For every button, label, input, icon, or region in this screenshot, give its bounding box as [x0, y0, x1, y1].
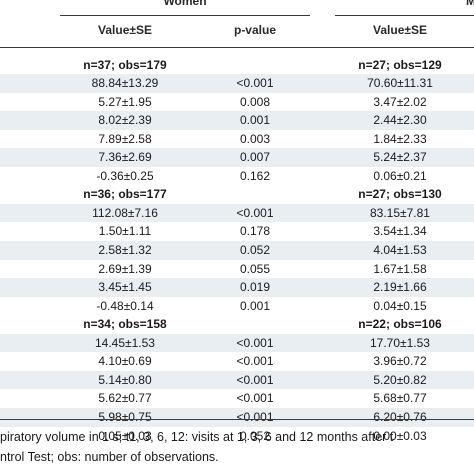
table-row [0, 111, 474, 130]
men-header: Men [466, 0, 474, 8]
footnote-line-1: piratory volume in 1 s; t1, 3, 6, 12: vi… [0, 430, 394, 444]
men-value-cell: 5.24±2.37 [373, 150, 427, 165]
women-value-cell: 2.58±1.32 [98, 243, 152, 257]
table-row [0, 278, 474, 297]
women-value-cell: -0.48±0.14 [96, 298, 154, 313]
women-header-rule [60, 15, 310, 16]
women-value-cell: 7.36±2.69 [98, 150, 152, 165]
p-value-cell: <0.001 [236, 391, 274, 406]
group-women-n: n=34; obs=158 [83, 317, 167, 332]
men-value-cell: 1.84±2.33 [373, 131, 427, 146]
men-value-cell: 2.19±1.66 [373, 280, 427, 295]
footnote-line-2: ntrol Test; obs: number of observations. [0, 450, 219, 464]
men-value-cell: 3.54±1.34 [373, 224, 427, 239]
women-value-cell: 8.02±2.39 [98, 113, 152, 128]
table-row [0, 148, 474, 167]
men-value-cell: 6.20±0.76 [373, 409, 427, 424]
table-row [0, 74, 474, 93]
p-value-cell: 0.019 [239, 280, 271, 295]
women-value-cell: 7.89±2.58 [98, 131, 152, 146]
women-value-cell: 14.45±1.53 [95, 335, 155, 350]
table-row [0, 370, 474, 390]
group-men-n: n=22; obs=106 [358, 317, 442, 332]
women-value-cell: 5.14±0.80 [98, 372, 152, 387]
men-value-cell: 0.00±0.03 [373, 428, 427, 443]
men-value-cell: 0.06±0.21 [373, 168, 427, 183]
women-value-cell: 3.45±1.45 [98, 280, 152, 295]
p-value-cell: 0.055 [239, 261, 271, 276]
women-value-se-header: Value±SE [98, 23, 152, 37]
p-value-cell: 0.001 [239, 113, 271, 128]
women-value-cell: 5.98±0.75 [98, 409, 152, 424]
p-value-cell: <0.001 [236, 372, 274, 387]
men-value-cell: 3.47±2.02 [373, 94, 427, 109]
men-value-cell: 5.20±0.82 [373, 372, 427, 387]
women-value-cell: 112.08±7.16 [92, 205, 158, 220]
men-value-cell: 83.15±7.81 [370, 205, 430, 220]
women-value-cell: 5.62±0.77 [98, 391, 152, 406]
men-header-rule [335, 15, 474, 16]
p-value-cell: 0.052 [239, 428, 271, 443]
men-value-cell: 2.44±2.30 [373, 113, 427, 128]
p-value-cell: <0.001 [236, 76, 274, 91]
men-value-cell: 0.04±0.15 [373, 298, 427, 313]
group-men-n: n=27; obs=130 [358, 187, 442, 202]
p-value-cell: 0.052 [239, 243, 271, 257]
men-value-cell: 3.96±0.72 [373, 354, 427, 369]
p-value-cell: 0.001 [239, 298, 271, 313]
women-value-cell: 2.69±1.39 [98, 261, 152, 276]
women-value-cell: 5.27±1.95 [98, 94, 152, 109]
table-bottom-rule [0, 419, 474, 420]
p-value-cell: <0.001 [236, 205, 274, 220]
women-value-cell: -0.36±0.25 [96, 168, 154, 183]
women-value-cell: 88.84±13.29 [91, 76, 159, 91]
group-women-n: n=37; obs=179 [83, 57, 167, 72]
p-value-cell: 0.008 [239, 94, 271, 109]
p-value-cell: <0.001 [236, 354, 274, 369]
women-header: Women [163, 0, 207, 8]
p-value-cell: 0.162 [239, 168, 271, 183]
women-value-cell: 1.50±1.11 [98, 224, 152, 239]
table-row [0, 407, 474, 427]
men-value-cell: 17.70±1.53 [370, 335, 430, 350]
group-women-n: n=36; obs=177 [83, 187, 167, 202]
table-row [0, 241, 474, 260]
men-value-cell: 4.04±1.53 [373, 243, 427, 257]
p-value-cell: 0.178 [239, 224, 271, 239]
p-value-cell: 0.007 [239, 150, 271, 165]
women-value-cell: 0.05±0.03 [98, 428, 152, 443]
p-value-header: p-value [233, 23, 276, 37]
group-men-n: n=27; obs=129 [358, 57, 442, 72]
men-value-cell: 70.60±11.31 [367, 76, 433, 91]
men-value-cell: 1.67±1.58 [373, 261, 427, 276]
p-value-cell: 0.003 [239, 131, 271, 146]
p-value-cell: <0.001 [236, 335, 274, 350]
header-bottom-rule [0, 47, 474, 48]
p-value-cell: <0.001 [236, 409, 274, 424]
men-value-se-header: Value±SE [373, 23, 427, 37]
men-value-cell: 5.68±0.77 [373, 391, 427, 406]
table-row [0, 203, 474, 223]
women-value-cell: 4.10±0.69 [98, 354, 152, 369]
table-row [0, 333, 474, 353]
